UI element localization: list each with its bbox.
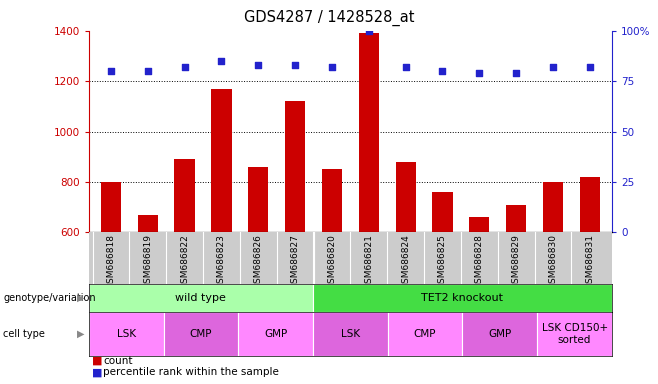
Text: GSM686827: GSM686827 xyxy=(291,234,299,289)
Point xyxy=(474,70,484,76)
Text: GSM686822: GSM686822 xyxy=(180,234,189,289)
Point xyxy=(253,62,264,68)
Text: GSM686828: GSM686828 xyxy=(475,234,484,289)
Bar xyxy=(313,312,388,356)
Bar xyxy=(248,167,268,384)
Bar xyxy=(580,177,600,384)
Text: GMP: GMP xyxy=(264,329,288,339)
Point xyxy=(511,70,521,76)
Bar xyxy=(211,89,232,384)
Text: GSM686824: GSM686824 xyxy=(401,234,410,289)
Bar xyxy=(432,192,453,384)
Bar xyxy=(395,162,416,384)
Bar xyxy=(238,312,313,356)
Bar xyxy=(164,312,238,356)
Bar xyxy=(138,215,158,384)
Bar xyxy=(506,205,526,384)
Point xyxy=(216,58,227,64)
Point xyxy=(180,64,190,70)
Text: GSM686818: GSM686818 xyxy=(107,234,115,289)
Bar xyxy=(469,217,490,384)
Text: GDS4287 / 1428528_at: GDS4287 / 1428528_at xyxy=(243,10,415,26)
Text: ▶: ▶ xyxy=(76,293,84,303)
Text: ■: ■ xyxy=(92,356,103,366)
Text: ▶: ▶ xyxy=(76,329,84,339)
Text: GSM686826: GSM686826 xyxy=(254,234,263,289)
Text: cell type: cell type xyxy=(3,329,45,339)
Point xyxy=(290,62,301,68)
Text: percentile rank within the sample: percentile rank within the sample xyxy=(103,367,279,377)
Point xyxy=(363,28,374,34)
Point xyxy=(143,68,153,74)
Text: LSK CD150+
sorted: LSK CD150+ sorted xyxy=(542,323,607,345)
Bar xyxy=(543,182,563,384)
Text: GSM686829: GSM686829 xyxy=(512,234,520,289)
Bar xyxy=(89,284,313,312)
Bar xyxy=(537,312,612,356)
Text: count: count xyxy=(103,356,133,366)
Text: LSK: LSK xyxy=(116,329,136,339)
Bar xyxy=(359,33,379,384)
Text: ■: ■ xyxy=(92,367,103,377)
Point xyxy=(584,64,595,70)
Text: GSM686825: GSM686825 xyxy=(438,234,447,289)
Bar xyxy=(285,101,305,384)
Text: GSM686831: GSM686831 xyxy=(586,234,594,289)
Point xyxy=(400,64,411,70)
Point xyxy=(106,68,116,74)
Text: GSM686823: GSM686823 xyxy=(217,234,226,289)
Point xyxy=(327,64,338,70)
Bar xyxy=(313,284,612,312)
Text: GSM686830: GSM686830 xyxy=(549,234,557,289)
Bar xyxy=(174,159,195,384)
Text: CMP: CMP xyxy=(414,329,436,339)
Bar xyxy=(463,312,537,356)
Text: GSM686820: GSM686820 xyxy=(328,234,336,289)
Bar xyxy=(388,312,463,356)
Text: LSK: LSK xyxy=(341,329,360,339)
Point xyxy=(547,64,558,70)
Point xyxy=(437,68,447,74)
Text: GSM686821: GSM686821 xyxy=(365,234,373,289)
Bar xyxy=(101,182,121,384)
Text: CMP: CMP xyxy=(190,329,212,339)
Bar xyxy=(322,169,342,384)
Text: GMP: GMP xyxy=(488,329,511,339)
Text: GSM686819: GSM686819 xyxy=(143,234,152,289)
Text: TET2 knockout: TET2 knockout xyxy=(422,293,503,303)
Text: wild type: wild type xyxy=(176,293,226,303)
Bar xyxy=(89,312,164,356)
Text: genotype/variation: genotype/variation xyxy=(3,293,96,303)
